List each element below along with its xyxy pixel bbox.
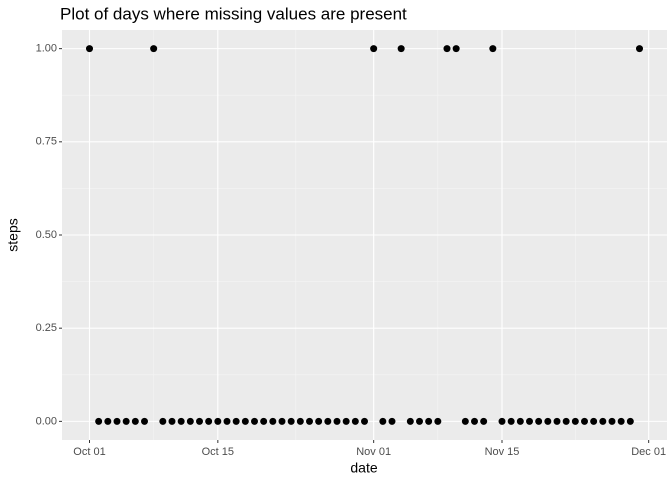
point: [342, 417, 350, 425]
y-tick-label: 0.25: [36, 322, 57, 334]
point: [379, 417, 387, 425]
point: [617, 417, 625, 425]
x-tick-label: Oct 01: [73, 446, 105, 458]
point: [599, 417, 607, 425]
point: [480, 417, 488, 425]
point: [608, 417, 616, 425]
point: [535, 417, 543, 425]
point: [260, 417, 268, 425]
point: [590, 417, 598, 425]
y-tick-label: 0.75: [36, 136, 57, 148]
point: [269, 417, 277, 425]
y-tick-label: 0.50: [36, 229, 57, 241]
point: [498, 417, 506, 425]
point: [86, 45, 93, 53]
point: [370, 45, 378, 53]
point: [104, 417, 112, 425]
point: [214, 417, 222, 425]
point: [452, 45, 460, 53]
point: [278, 417, 286, 425]
point: [150, 45, 158, 53]
point: [296, 417, 304, 425]
point: [95, 417, 103, 425]
x-tick-label: Nov 01: [356, 446, 391, 458]
point: [141, 417, 148, 425]
point: [159, 417, 167, 425]
point: [425, 417, 433, 425]
point: [287, 417, 295, 425]
point: [324, 417, 332, 425]
y-tick-label: 0.00: [36, 415, 57, 427]
y-tick-label: 1.00: [36, 43, 57, 55]
point: [461, 417, 469, 425]
x-axis-label: date: [350, 460, 377, 476]
point: [544, 417, 552, 425]
point: [516, 417, 524, 425]
point: [636, 45, 643, 53]
chart-title: Plot of days where missing values are pr…: [60, 4, 407, 23]
point: [177, 417, 185, 425]
point: [434, 417, 442, 425]
point: [333, 417, 341, 425]
point: [251, 417, 258, 425]
x-tick-label: Dec 01: [631, 446, 666, 458]
point: [526, 417, 533, 425]
x-tick-label: Oct 15: [202, 446, 234, 458]
point: [489, 45, 497, 53]
point: [351, 417, 359, 425]
point: [306, 417, 313, 425]
point: [562, 417, 570, 425]
point: [205, 417, 213, 425]
point: [131, 417, 139, 425]
x-tick-label: Nov 15: [485, 446, 520, 458]
point: [361, 417, 368, 425]
point: [388, 417, 396, 425]
point: [553, 417, 561, 425]
point: [241, 417, 249, 425]
point: [416, 417, 423, 425]
point: [406, 417, 414, 425]
point: [507, 417, 515, 425]
point: [186, 417, 194, 425]
point: [315, 417, 323, 425]
point: [122, 417, 130, 425]
point: [626, 417, 634, 425]
point: [232, 417, 240, 425]
point: [223, 417, 231, 425]
y-axis-label: steps: [5, 218, 21, 251]
point: [571, 417, 579, 425]
point: [443, 45, 451, 53]
point: [397, 45, 405, 53]
point: [581, 417, 588, 425]
point: [196, 417, 203, 425]
point: [471, 417, 478, 425]
point: [168, 417, 176, 425]
point: [113, 417, 121, 425]
